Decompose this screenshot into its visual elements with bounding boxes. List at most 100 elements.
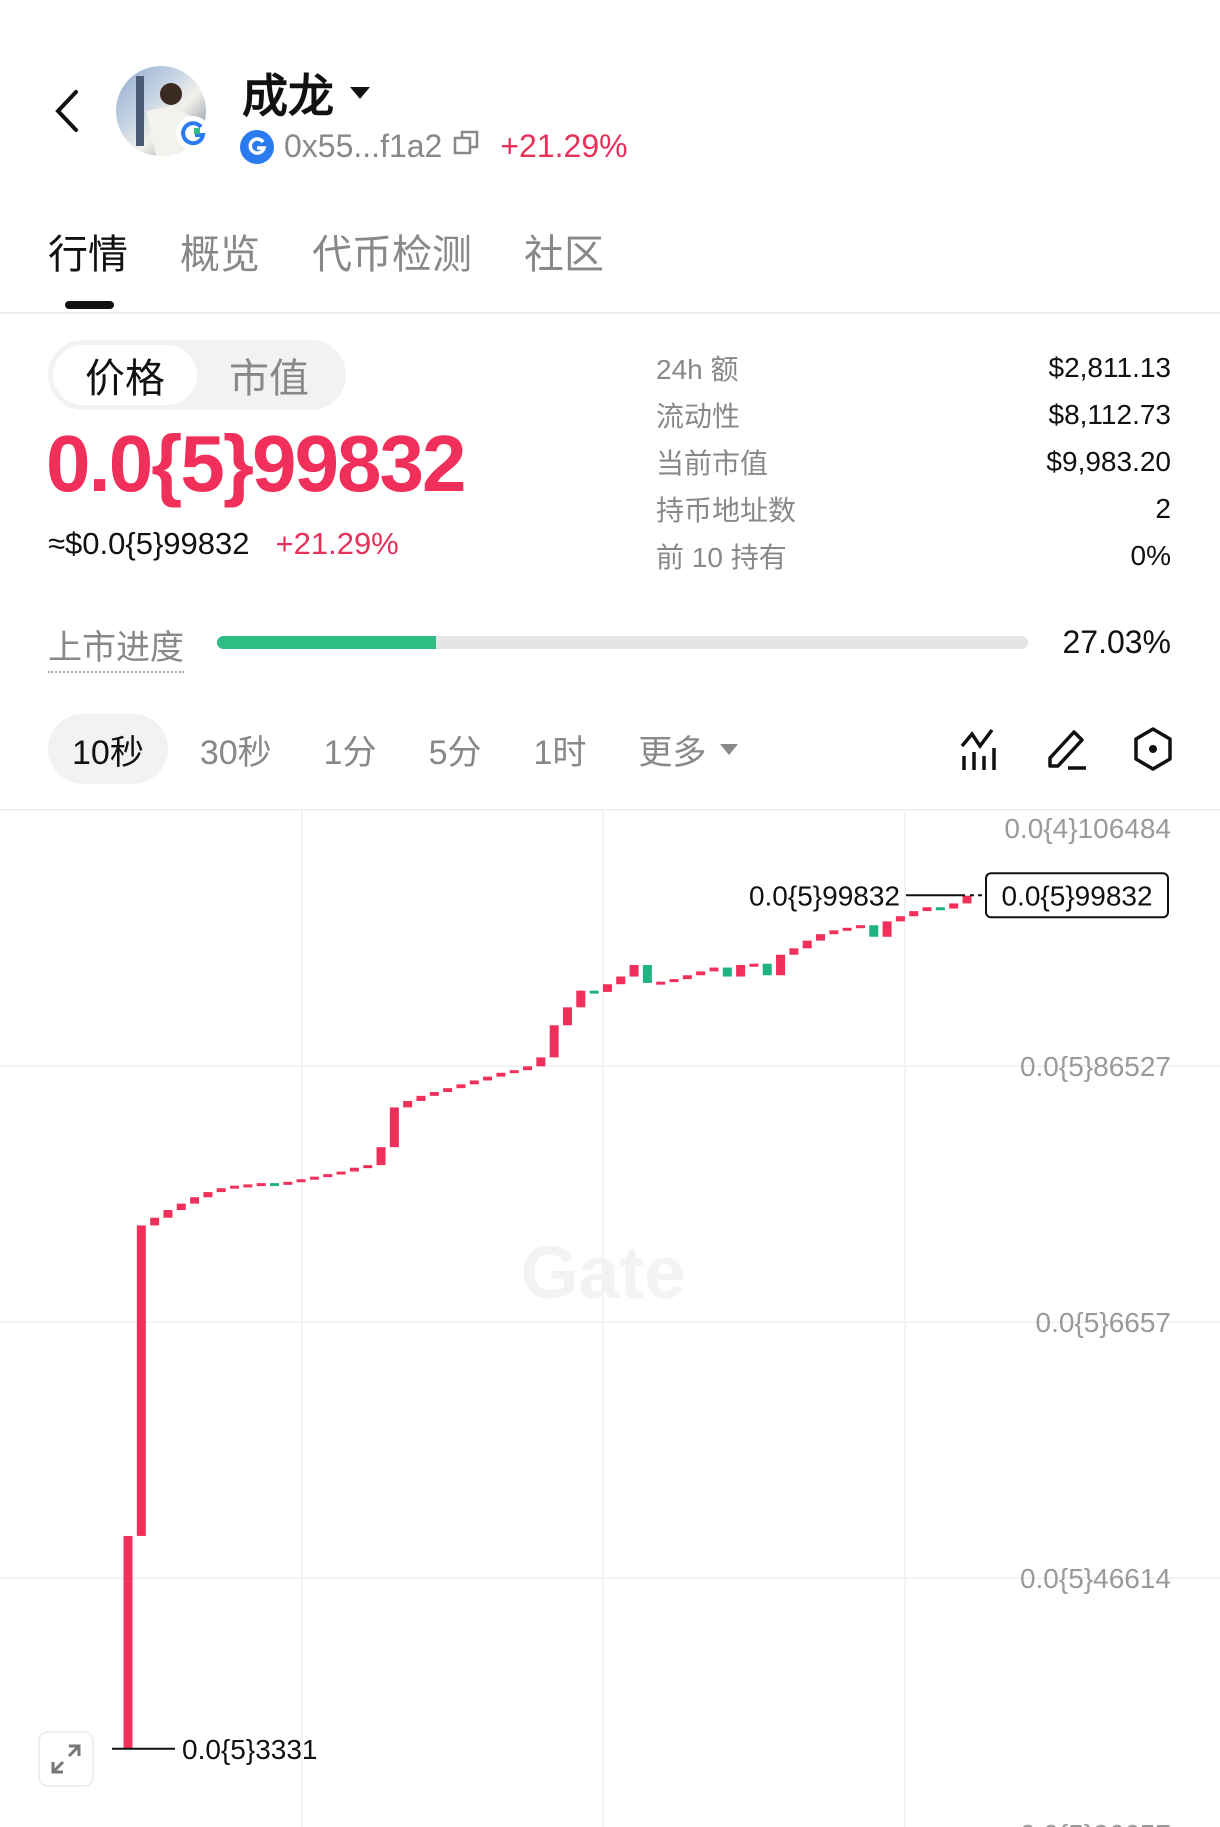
candle: [629, 964, 639, 977]
candle: [509, 1070, 519, 1074]
candle: [562, 1007, 572, 1026]
interval-1m[interactable]: 1分: [323, 733, 377, 772]
low-price-label: 0.0{5}3331: [182, 1734, 318, 1765]
token-name: 成龙: [242, 70, 334, 122]
stat-volume-24h: 24h 额 $2,811.13: [656, 344, 1171, 391]
candle: [922, 907, 932, 912]
current-price: 0.0{5}99832: [46, 419, 466, 508]
fullscreen-button[interactable]: [38, 1731, 94, 1787]
candles: [123, 895, 972, 1749]
candle: [962, 895, 972, 904]
candle: [935, 907, 945, 911]
stat-top10: 前 10 持有 0%: [656, 532, 1171, 579]
candle: [869, 925, 879, 937]
toggle-price[interactable]: 价格: [53, 345, 197, 405]
stat-label: 前 10 持有: [656, 541, 787, 573]
candle: [669, 979, 679, 983]
chain-icon: [240, 129, 274, 164]
draw-pencil-icon[interactable]: [1044, 726, 1090, 772]
stat-label: 流动性: [656, 400, 741, 432]
candle: [802, 940, 812, 949]
candle: [283, 1181, 293, 1185]
stat-value: $9,983.20: [1046, 445, 1171, 477]
token-selector[interactable]: 成龙: [242, 60, 370, 126]
candle: [696, 971, 706, 976]
candle: [549, 1025, 559, 1058]
y-tick-label: 0.0{5}46614: [1020, 1563, 1171, 1594]
y-tick-label: 0.0{4}106484: [1004, 813, 1171, 844]
candle: [416, 1095, 426, 1101]
candle: [656, 981, 666, 985]
y-axis-ticks: 0.0{4}106484 0.0{5}86527 0.0{5}6657 0.0{5}4…: [1004, 813, 1171, 1827]
interval-30s[interactable]: 30秒: [199, 733, 272, 772]
candle: [816, 934, 826, 941]
back-button[interactable]: [48, 84, 88, 138]
candle: [349, 1167, 359, 1172]
caret-down-icon: [720, 743, 739, 755]
stat-value: $8,112.73: [1048, 398, 1172, 430]
candle: [269, 1183, 279, 1187]
address-row: 0x55...f1a2 +21.29%: [240, 128, 628, 165]
interval-more-label: 更多: [638, 733, 707, 772]
candle: [776, 954, 786, 976]
candle: [829, 930, 839, 935]
candle: [855, 925, 865, 929]
listing-progress-label[interactable]: 上市进度: [48, 620, 184, 673]
tab-community[interactable]: 社区: [524, 233, 604, 277]
candle: [483, 1076, 493, 1081]
settings-hexagon-icon[interactable]: [1130, 726, 1176, 772]
interval-5m[interactable]: 5分: [428, 733, 482, 772]
candle: [256, 1183, 266, 1187]
chevron-left-icon: [55, 90, 78, 132]
candle: [762, 963, 772, 976]
candle: [736, 964, 746, 977]
stat-label: 持币地址数: [656, 494, 797, 526]
candle: [882, 921, 892, 937]
candle: [895, 916, 905, 922]
candle: [602, 984, 612, 992]
tab-token-check[interactable]: 代币检测: [312, 233, 472, 277]
price-markers: 0.0{5}3331 0.0{5}99832 0.0{5}99832: [112, 872, 1169, 1765]
candle: [323, 1174, 333, 1178]
candle: [363, 1165, 373, 1169]
candle: [443, 1088, 453, 1093]
candle: [722, 967, 732, 977]
interval-selector: 10秒 30秒 1分 5分 1时 更多: [48, 714, 770, 784]
copy-icon[interactable]: [452, 128, 480, 165]
candle: [150, 1217, 160, 1226]
candle: [376, 1147, 386, 1166]
stat-label: 24h 额: [656, 353, 739, 385]
indicator-icon[interactable]: [958, 726, 1004, 772]
chart-grid: [0, 811, 1220, 1827]
stat-label: 当前市值: [656, 447, 769, 479]
stat-holders: 持币地址数 2: [656, 485, 1171, 532]
tab-overview[interactable]: 概览: [180, 233, 260, 277]
toggle-market-cap[interactable]: 市值: [229, 357, 309, 401]
stats-list: 24h 额 $2,811.13 流动性 $8,112.73 当前市值 $9,983.2…: [656, 344, 1171, 579]
candle: [403, 1100, 413, 1108]
interval-10s[interactable]: 10秒: [48, 714, 168, 784]
caret-down-icon: [350, 87, 370, 99]
current-price-tag: 0.0{5}99832: [1001, 880, 1152, 911]
candle: [336, 1171, 346, 1175]
candle: [429, 1092, 439, 1096]
price-chart[interactable]: Gate 0.0{4}1064840.0{5}865270.0{5}66570.…: [0, 811, 1220, 1827]
listing-progress-bar: [217, 636, 1028, 649]
token-avatar: [116, 66, 206, 156]
gate-watermark: Gate: [521, 1231, 686, 1314]
candle: [642, 964, 652, 983]
y-tick-label: 0.0{5}86527: [1020, 1051, 1171, 1082]
candle: [216, 1188, 226, 1193]
candle: [576, 990, 586, 1008]
interval-more[interactable]: 更多: [618, 714, 758, 784]
candle: [909, 911, 919, 917]
candle: [842, 927, 852, 931]
candle: [309, 1176, 319, 1180]
stat-value: 2: [1155, 492, 1171, 524]
tab-market[interactable]: 行情: [48, 233, 128, 277]
candle: [456, 1084, 466, 1089]
interval-1h[interactable]: 1时: [533, 733, 587, 772]
candle: [949, 903, 959, 909]
stat-liquidity: 流动性 $8,112.73: [656, 391, 1171, 438]
candle: [709, 967, 719, 972]
